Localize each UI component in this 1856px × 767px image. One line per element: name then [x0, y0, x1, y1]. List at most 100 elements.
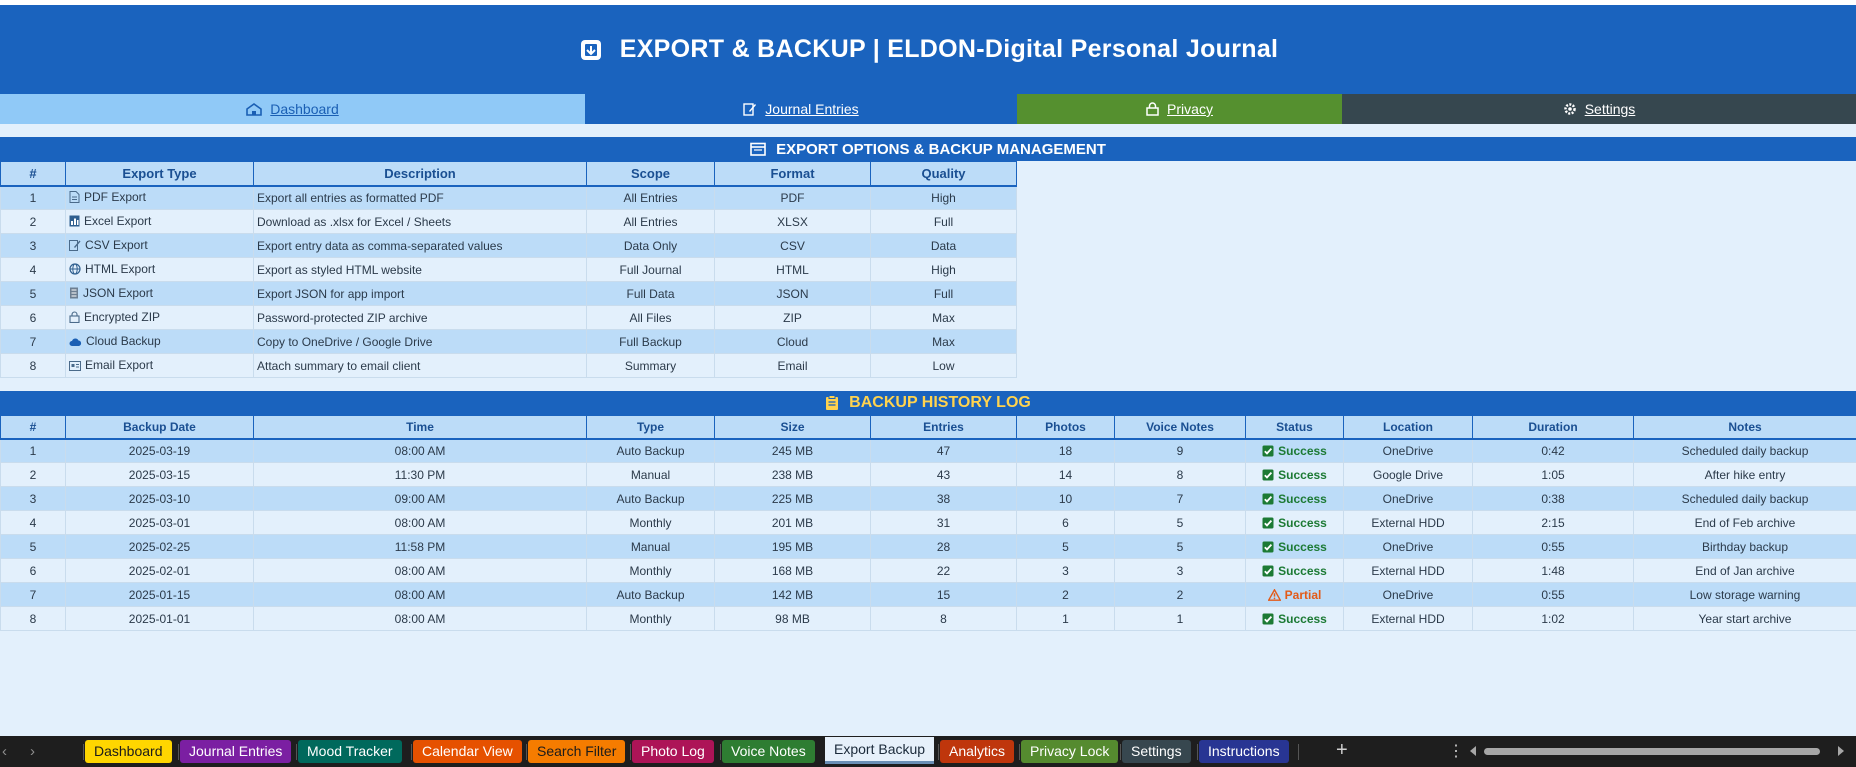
table-row[interactable]: 1 PDF Export Export all entries as formatt… [0, 185, 1017, 210]
time-cell[interactable]: 11:30 PM [253, 462, 587, 487]
quality-cell[interactable]: High [870, 257, 1017, 282]
voice-notes-cell[interactable]: 5 [1114, 534, 1246, 559]
type-cell[interactable]: Monthly [586, 558, 715, 583]
voice-notes-cell[interactable]: 1 [1114, 606, 1246, 631]
row-number[interactable]: 8 [0, 606, 66, 631]
notes-cell[interactable]: After hike entry [1633, 462, 1856, 487]
nav-link-journal-entries[interactable]: Journal Entries [585, 94, 1017, 124]
row-number[interactable]: 3 [0, 486, 66, 511]
status-cell[interactable]: Partial [1245, 582, 1344, 607]
notes-cell[interactable]: End of Jan archive [1633, 558, 1856, 583]
table-row[interactable]: 7 2025-01-15 08:00 AM Auto Backup 142 MB 15 2 2… [0, 582, 1856, 607]
entries-cell[interactable]: 22 [870, 558, 1017, 583]
sheet-tab[interactable]: Photo Log [632, 740, 714, 763]
quality-cell[interactable]: Full [870, 209, 1017, 234]
sheet-tab[interactable]: Voice Notes [722, 740, 815, 763]
row-number[interactable]: 7 [0, 582, 66, 607]
sheet-tab[interactable]: Dashboard [85, 740, 172, 763]
export-type-cell[interactable]: Encrypted ZIP [65, 305, 254, 330]
notes-cell[interactable]: Year start archive [1633, 606, 1856, 631]
sheet-tab[interactable]: Journal Entries [180, 740, 292, 763]
size-cell[interactable]: 201 MB [714, 510, 871, 535]
table-row[interactable]: 8 2025-01-01 08:00 AM Monthly 98 MB 8 1 1 Succes… [0, 606, 1856, 631]
description-cell[interactable]: Attach summary to email client [253, 353, 587, 378]
time-cell[interactable]: 08:00 AM [253, 438, 587, 463]
backup-date-cell[interactable]: 2025-01-01 [65, 606, 254, 631]
more-options-icon[interactable]: ⋮ [1448, 743, 1464, 760]
photos-cell[interactable]: 18 [1016, 438, 1115, 463]
row-number[interactable]: 6 [0, 305, 66, 330]
format-cell[interactable]: Email [714, 353, 871, 378]
row-number[interactable]: 7 [0, 329, 66, 354]
notes-cell[interactable]: Scheduled daily backup [1633, 486, 1856, 511]
duration-cell[interactable]: 0:38 [1472, 486, 1634, 511]
status-cell[interactable]: Success [1245, 486, 1344, 511]
time-cell[interactable]: 08:00 AM [253, 510, 587, 535]
type-cell[interactable]: Manual [586, 462, 715, 487]
scroll-tabs-left-icon[interactable]: ‹ [2, 743, 7, 760]
voice-notes-cell[interactable]: 8 [1114, 462, 1246, 487]
size-cell[interactable]: 225 MB [714, 486, 871, 511]
scroll-right-icon[interactable] [1838, 746, 1844, 756]
duration-cell[interactable]: 0:42 [1472, 438, 1634, 463]
duration-cell[interactable]: 1:05 [1472, 462, 1634, 487]
entries-cell[interactable]: 31 [870, 510, 1017, 535]
location-cell[interactable]: Google Drive [1343, 462, 1473, 487]
export-type-cell[interactable]: HTML Export [65, 257, 254, 282]
backup-date-cell[interactable]: 2025-03-10 [65, 486, 254, 511]
scope-cell[interactable]: Full Backup [586, 329, 715, 354]
photos-cell[interactable]: 5 [1016, 534, 1115, 559]
photos-cell[interactable]: 2 [1016, 582, 1115, 607]
entries-cell[interactable]: 15 [870, 582, 1017, 607]
location-cell[interactable]: OneDrive [1343, 582, 1473, 607]
row-number[interactable]: 8 [0, 353, 66, 378]
sheet-tab[interactable]: Analytics [940, 740, 1015, 763]
scope-cell[interactable]: Data Only [586, 233, 715, 258]
export-type-cell[interactable]: PDF Export [65, 185, 254, 210]
format-cell[interactable]: ZIP [714, 305, 871, 330]
type-cell[interactable]: Auto Backup [586, 438, 715, 463]
table-row[interactable]: 6 2025-02-01 08:00 AM Monthly 168 MB 22 3 3 Succ… [0, 558, 1856, 583]
format-cell[interactable]: CSV [714, 233, 871, 258]
row-number[interactable]: 4 [0, 257, 66, 282]
voice-notes-cell[interactable]: 7 [1114, 486, 1246, 511]
row-number[interactable]: 3 [0, 233, 66, 258]
notes-cell[interactable]: Low storage warning [1633, 582, 1856, 607]
size-cell[interactable]: 98 MB [714, 606, 871, 631]
time-cell[interactable]: 09:00 AM [253, 486, 587, 511]
backup-date-cell[interactable]: 2025-02-25 [65, 534, 254, 559]
nav-link-privacy[interactable]: Privacy [1017, 94, 1342, 124]
type-cell[interactable]: Monthly [586, 606, 715, 631]
duration-cell[interactable]: 1:48 [1472, 558, 1634, 583]
format-cell[interactable]: XLSX [714, 209, 871, 234]
backup-date-cell[interactable]: 2025-03-19 [65, 438, 254, 463]
format-cell[interactable]: HTML [714, 257, 871, 282]
duration-cell[interactable]: 0:55 [1472, 582, 1634, 607]
description-cell[interactable]: Export all entries as formatted PDF [253, 185, 587, 210]
entries-cell[interactable]: 43 [870, 462, 1017, 487]
backup-date-cell[interactable]: 2025-01-15 [65, 582, 254, 607]
format-cell[interactable]: Cloud [714, 329, 871, 354]
export-type-cell[interactable]: Email Export [65, 353, 254, 378]
scope-cell[interactable]: All Files [586, 305, 715, 330]
location-cell[interactable]: OneDrive [1343, 534, 1473, 559]
row-number[interactable]: 4 [0, 510, 66, 535]
time-cell[interactable]: 08:00 AM [253, 558, 587, 583]
table-row[interactable]: 5 JSON Export Export JSON for app import Fu… [0, 281, 1017, 306]
size-cell[interactable]: 238 MB [714, 462, 871, 487]
row-number[interactable]: 6 [0, 558, 66, 583]
status-cell[interactable]: Success [1245, 534, 1344, 559]
voice-notes-cell[interactable]: 2 [1114, 582, 1246, 607]
quality-cell[interactable]: Low [870, 353, 1017, 378]
status-cell[interactable]: Success [1245, 606, 1344, 631]
description-cell[interactable]: Export entry data as comma-separated val… [253, 233, 587, 258]
scope-cell[interactable]: Summary [586, 353, 715, 378]
table-row[interactable]: 5 2025-02-25 11:58 PM Manual 195 MB 28 5 5 Succe… [0, 534, 1856, 559]
voice-notes-cell[interactable]: 3 [1114, 558, 1246, 583]
export-type-cell[interactable]: Cloud Backup [65, 329, 254, 354]
duration-cell[interactable]: 2:15 [1472, 510, 1634, 535]
table-row[interactable]: 3 2025-03-10 09:00 AM Auto Backup 225 MB 38 10… [0, 486, 1856, 511]
entries-cell[interactable]: 38 [870, 486, 1017, 511]
scope-cell[interactable]: Full Journal [586, 257, 715, 282]
table-row[interactable]: 7 Cloud Backup Copy to OneDrive / Google D… [0, 329, 1017, 354]
